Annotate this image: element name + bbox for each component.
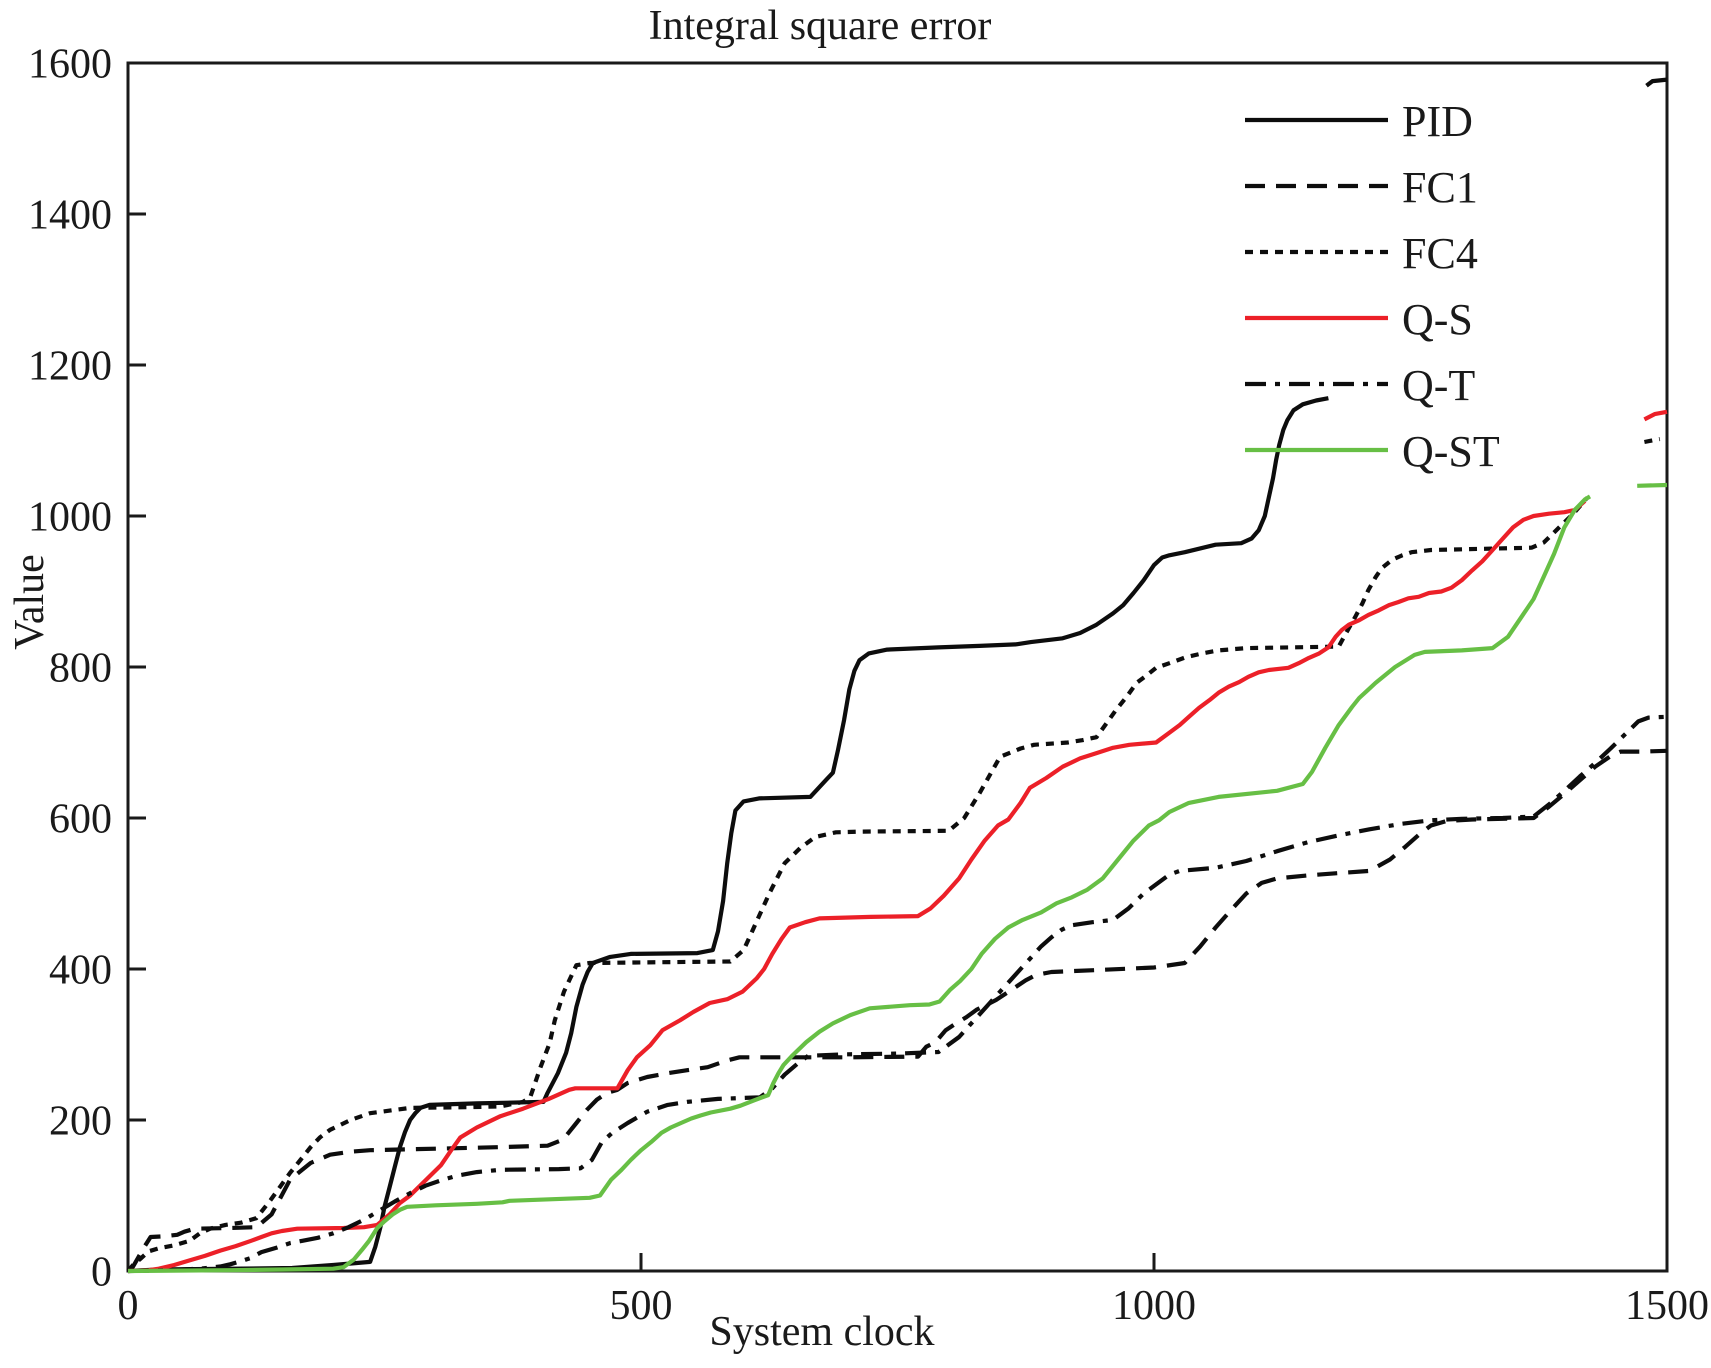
y-tick-label: 600	[49, 796, 112, 842]
legend-label-Q-ST: Q-ST	[1402, 427, 1500, 476]
series-FC4-line	[126, 496, 1589, 1273]
series-PID-line	[127, 396, 1329, 1274]
x-tick-label: 0	[118, 1283, 139, 1329]
series-Q-ST-line	[1637, 482, 1668, 488]
x-tick-label: 500	[610, 1283, 673, 1329]
legend-label-Q-T: Q-T	[1402, 361, 1475, 410]
y-axis-label: Value	[7, 554, 53, 650]
series-Q-ST-line	[127, 494, 1592, 1274]
series-Q-S-line	[1643, 409, 1668, 422]
y-tick-label: 0	[91, 1249, 112, 1295]
series-FC4-line	[1643, 436, 1661, 445]
y-tick-label: 400	[49, 947, 112, 993]
x-tick-label: 1000	[1112, 1283, 1196, 1329]
x-axis-label: System clock	[709, 1309, 935, 1355]
y-tick-label: 1200	[28, 343, 112, 389]
legend-label-PID: PID	[1402, 97, 1473, 146]
series-Q-S-line	[127, 499, 1587, 1274]
y-tick-label: 1400	[28, 192, 112, 238]
legend-label-FC1: FC1	[1402, 163, 1478, 212]
series-Q-T-line	[127, 714, 1668, 1274]
x-tick-label: 1500	[1625, 1283, 1709, 1329]
series-FC1-line	[126, 748, 1668, 1273]
y-tick-label: 1000	[28, 494, 112, 540]
legend-label-FC4: FC4	[1402, 229, 1478, 278]
series-PID-line	[1645, 77, 1668, 88]
chart-title: Integral square error	[648, 3, 992, 49]
y-tick-label: 200	[49, 1098, 112, 1144]
y-tick-label: 800	[49, 645, 112, 691]
legend-label-Q-S: Q-S	[1402, 295, 1473, 344]
y-tick-label: 1600	[28, 41, 112, 87]
